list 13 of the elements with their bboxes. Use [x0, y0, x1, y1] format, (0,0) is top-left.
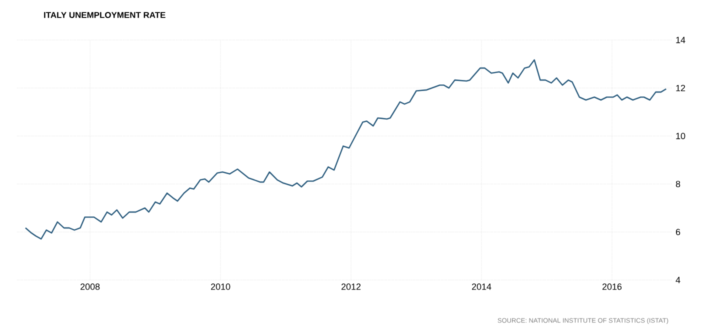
y-tick-label: 10 — [676, 132, 686, 140]
y-tick-label: 6 — [676, 228, 680, 236]
y-tick-label: 4 — [676, 276, 680, 284]
y-tick-label: 8 — [676, 180, 680, 188]
x-tick-label: 2010 — [211, 284, 230, 290]
x-tick-label: 2014 — [472, 284, 492, 290]
y-tick-label: 12 — [676, 84, 686, 92]
line-series — [24, 59, 667, 240]
chart-title: ITALY UNEMPLOYMENT RATE — [44, 12, 166, 18]
x-tick-label: 2016 — [602, 284, 622, 290]
x-tick-label: 2008 — [80, 284, 100, 290]
y-tick-label: 14 — [676, 36, 686, 44]
x-tick-label: 2012 — [342, 284, 361, 290]
